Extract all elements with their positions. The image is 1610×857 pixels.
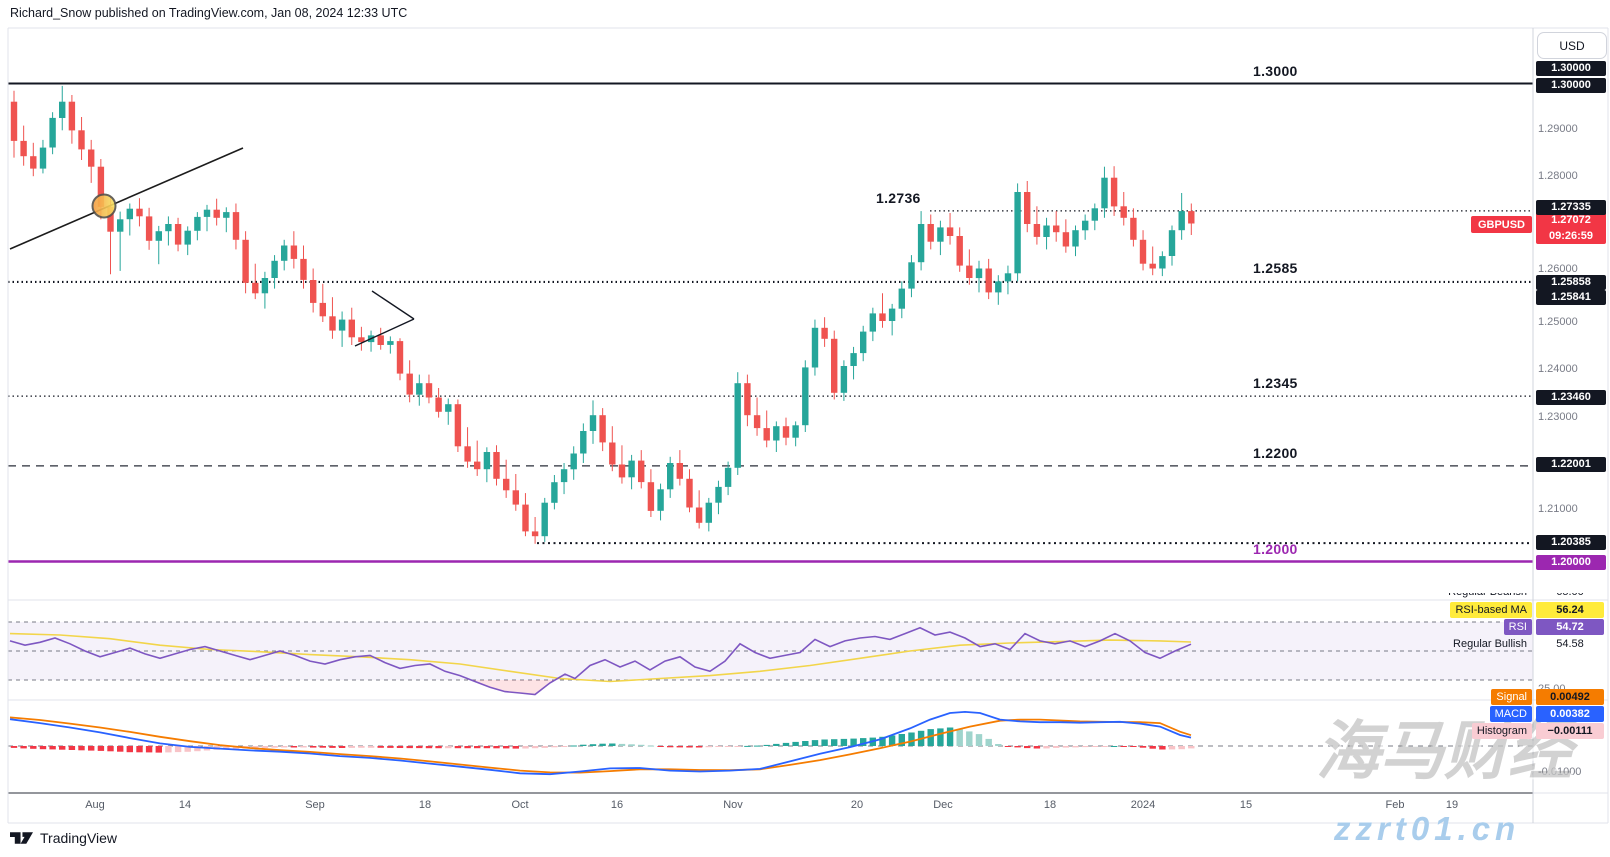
- time-label: 2024: [1130, 799, 1156, 811]
- time-label: Nov: [723, 799, 743, 811]
- rsi-row-0[interactable]: Regular Bearish 65.00: [1443, 586, 1604, 600]
- rsi-row-3-label: Regular Bullish: [1453, 638, 1527, 650]
- axis-label: 1.24000: [1538, 363, 1578, 375]
- rsi-row-1-value: 56.24: [1536, 602, 1604, 618]
- time-label: Dec: [933, 799, 953, 811]
- time-label: 18: [418, 799, 432, 811]
- time-label: 14: [178, 799, 192, 811]
- macd-row-2-value: −0.00111: [1536, 723, 1604, 739]
- level-label: 1.2345: [1253, 375, 1298, 391]
- price-badge: 1.30000: [1536, 60, 1606, 76]
- time-label: 16: [610, 799, 624, 811]
- rsi-row-2-value: 54.72: [1536, 619, 1604, 635]
- macd-row-1[interactable]: MACD 0.00382: [1489, 706, 1604, 722]
- symbol-tag: GBPUSD: [1470, 216, 1532, 233]
- price-badge: 1.22001: [1536, 456, 1606, 472]
- rsi-row-0-value: 65.00: [1556, 586, 1584, 598]
- macd-row-2[interactable]: Histogram −0.00111: [1471, 723, 1604, 739]
- tradingview-logo-icon[interactable]: [10, 829, 33, 847]
- rsi-row-1-label: RSI-based MA: [1450, 602, 1532, 618]
- footer: TradingView: [10, 829, 117, 847]
- macd-row-0[interactable]: Signal 0.00492: [1491, 689, 1604, 705]
- axis-label: 1.23000: [1538, 411, 1578, 423]
- macd-row-2-label: Histogram: [1471, 723, 1532, 739]
- time-label: Aug: [85, 799, 105, 811]
- macd-row-1-value: 0.00382: [1536, 706, 1604, 722]
- price-badge: 1.20000: [1536, 554, 1606, 570]
- axis-label: 1.28000: [1538, 170, 1578, 182]
- rsi-row-2-label: RSI: [1503, 619, 1532, 635]
- price-badge: 1.25858: [1536, 274, 1606, 290]
- price-badge: 1.25841: [1536, 289, 1606, 305]
- level-label: 1.2736: [876, 190, 921, 206]
- price-badge: 1.30000: [1536, 77, 1606, 93]
- rsi-row-3[interactable]: Regular Bullish 54.58: [1448, 636, 1604, 652]
- publish-header: Richard_Snow published on TradingView.co…: [10, 6, 408, 20]
- rsi-row-0-label: Regular Bearish: [1448, 586, 1527, 598]
- macd-row-0-value: 0.00492: [1536, 689, 1604, 705]
- countdown-timer: 09:26:59: [1548, 230, 1594, 242]
- level-label: 1.2200: [1253, 445, 1298, 461]
- macd-row-1-label: MACD: [1489, 706, 1532, 722]
- rsi-row-3-value: 54.58: [1556, 638, 1584, 650]
- time-label: Sep: [305, 799, 325, 811]
- price-badge: 1.23460: [1536, 389, 1606, 405]
- axis-label: 1.21000: [1538, 503, 1578, 515]
- time-label: 15: [1239, 799, 1253, 811]
- axis-label: 1.25000: [1538, 316, 1578, 328]
- time-label: Feb: [1385, 799, 1405, 811]
- axis-label: -0.01000: [1538, 766, 1582, 778]
- time-label: Oct: [511, 799, 529, 811]
- time-label: 18: [1043, 799, 1057, 811]
- time-label: 19: [1445, 799, 1459, 811]
- time-label: 20: [850, 799, 864, 811]
- last-price: 1.27072: [1551, 214, 1591, 226]
- level-label: 1.2585: [1253, 260, 1298, 276]
- rsi-row-1[interactable]: RSI-based MA 56.24: [1450, 602, 1604, 618]
- level-label: 1.3000: [1253, 63, 1298, 79]
- macd-row-0-label: Signal: [1491, 689, 1532, 705]
- level-label: 1.2000: [1253, 541, 1298, 557]
- axis-label: 1.26000: [1538, 263, 1578, 275]
- price-badge: 1.20385: [1536, 534, 1606, 550]
- last-price-badge: 1.27072 09:26:59: [1536, 212, 1606, 244]
- price-badge: 1.27335: [1536, 199, 1606, 215]
- brand-name[interactable]: TradingView: [40, 830, 118, 846]
- rsi-row-2[interactable]: RSI 54.72: [1503, 619, 1604, 635]
- axis-label: 1.29000: [1538, 123, 1578, 135]
- watermark-url: zzrt01.cn: [1334, 810, 1521, 847]
- currency-button[interactable]: USD: [1537, 32, 1607, 59]
